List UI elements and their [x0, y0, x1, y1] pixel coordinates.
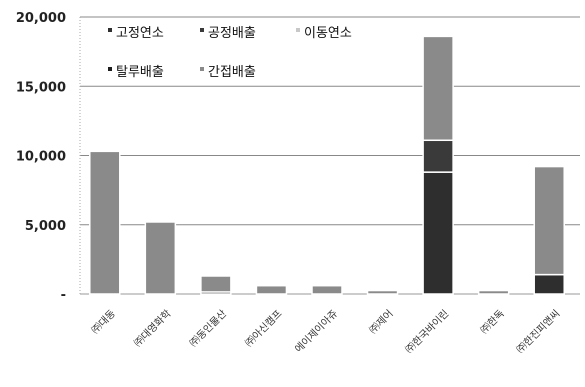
x-tick-label: ㈜아신캠프: [242, 307, 284, 349]
bar-segment: [477, 289, 510, 295]
legend-swatch: [200, 67, 204, 71]
legend-swatch: [108, 28, 112, 32]
y-axis: - 5,000 10,000 15,000 20,000: [16, 11, 81, 303]
x-axis: ㈜대동 ㈜대영화학 ㈜동인물산 ㈜아신캠프 에이제이아쥬 ㈜제어 ㈜한국바이린 ㈜한독 ㈜한진피…: [89, 307, 563, 356]
bars: [89, 35, 565, 295]
legend-label: 공정배출: [208, 26, 256, 41]
bar-segment: [144, 221, 177, 295]
legend-label: 탈루배출: [116, 65, 164, 80]
bar-segment: [200, 275, 232, 293]
legend-swatch: [108, 67, 112, 71]
bar-segment: [422, 139, 454, 173]
bar-segment: [533, 273, 565, 295]
bar-segment: [311, 284, 343, 295]
x-tick-label: ㈜한독: [478, 307, 507, 336]
y-tick-label: -: [61, 288, 66, 303]
x-tick-label: ㈜한진피앤씨: [514, 307, 563, 356]
bar-segment: [255, 284, 288, 295]
x-tick-label: ㈜한국바이린: [402, 307, 451, 356]
legend-swatch: [200, 28, 204, 32]
y-tick-label: 15,000: [16, 80, 66, 95]
y-tick-label: 5,000: [25, 219, 66, 234]
legend-label: 이동연소: [304, 26, 352, 41]
legend-swatch: [296, 28, 300, 32]
x-tick-label: 에이제이아쥬: [293, 308, 341, 356]
x-tick-label: ㈜동인물산: [187, 307, 229, 349]
legend-label: 간접배출: [208, 65, 256, 80]
bar-segment: [533, 165, 565, 276]
y-tick-label: 10,000: [16, 150, 66, 165]
x-tick-label: ㈜대동: [89, 307, 118, 336]
legend-label: 고정연소: [116, 26, 164, 41]
x-tick-label: ㈜제어: [366, 307, 395, 336]
bar-segment: [422, 171, 454, 295]
bar-segment: [89, 150, 121, 295]
x-tick-label: ㈜대영화학: [131, 307, 173, 349]
y-tick-label: 20,000: [16, 11, 66, 26]
bar-segment: [366, 289, 399, 295]
bar-segment: [422, 35, 454, 142]
